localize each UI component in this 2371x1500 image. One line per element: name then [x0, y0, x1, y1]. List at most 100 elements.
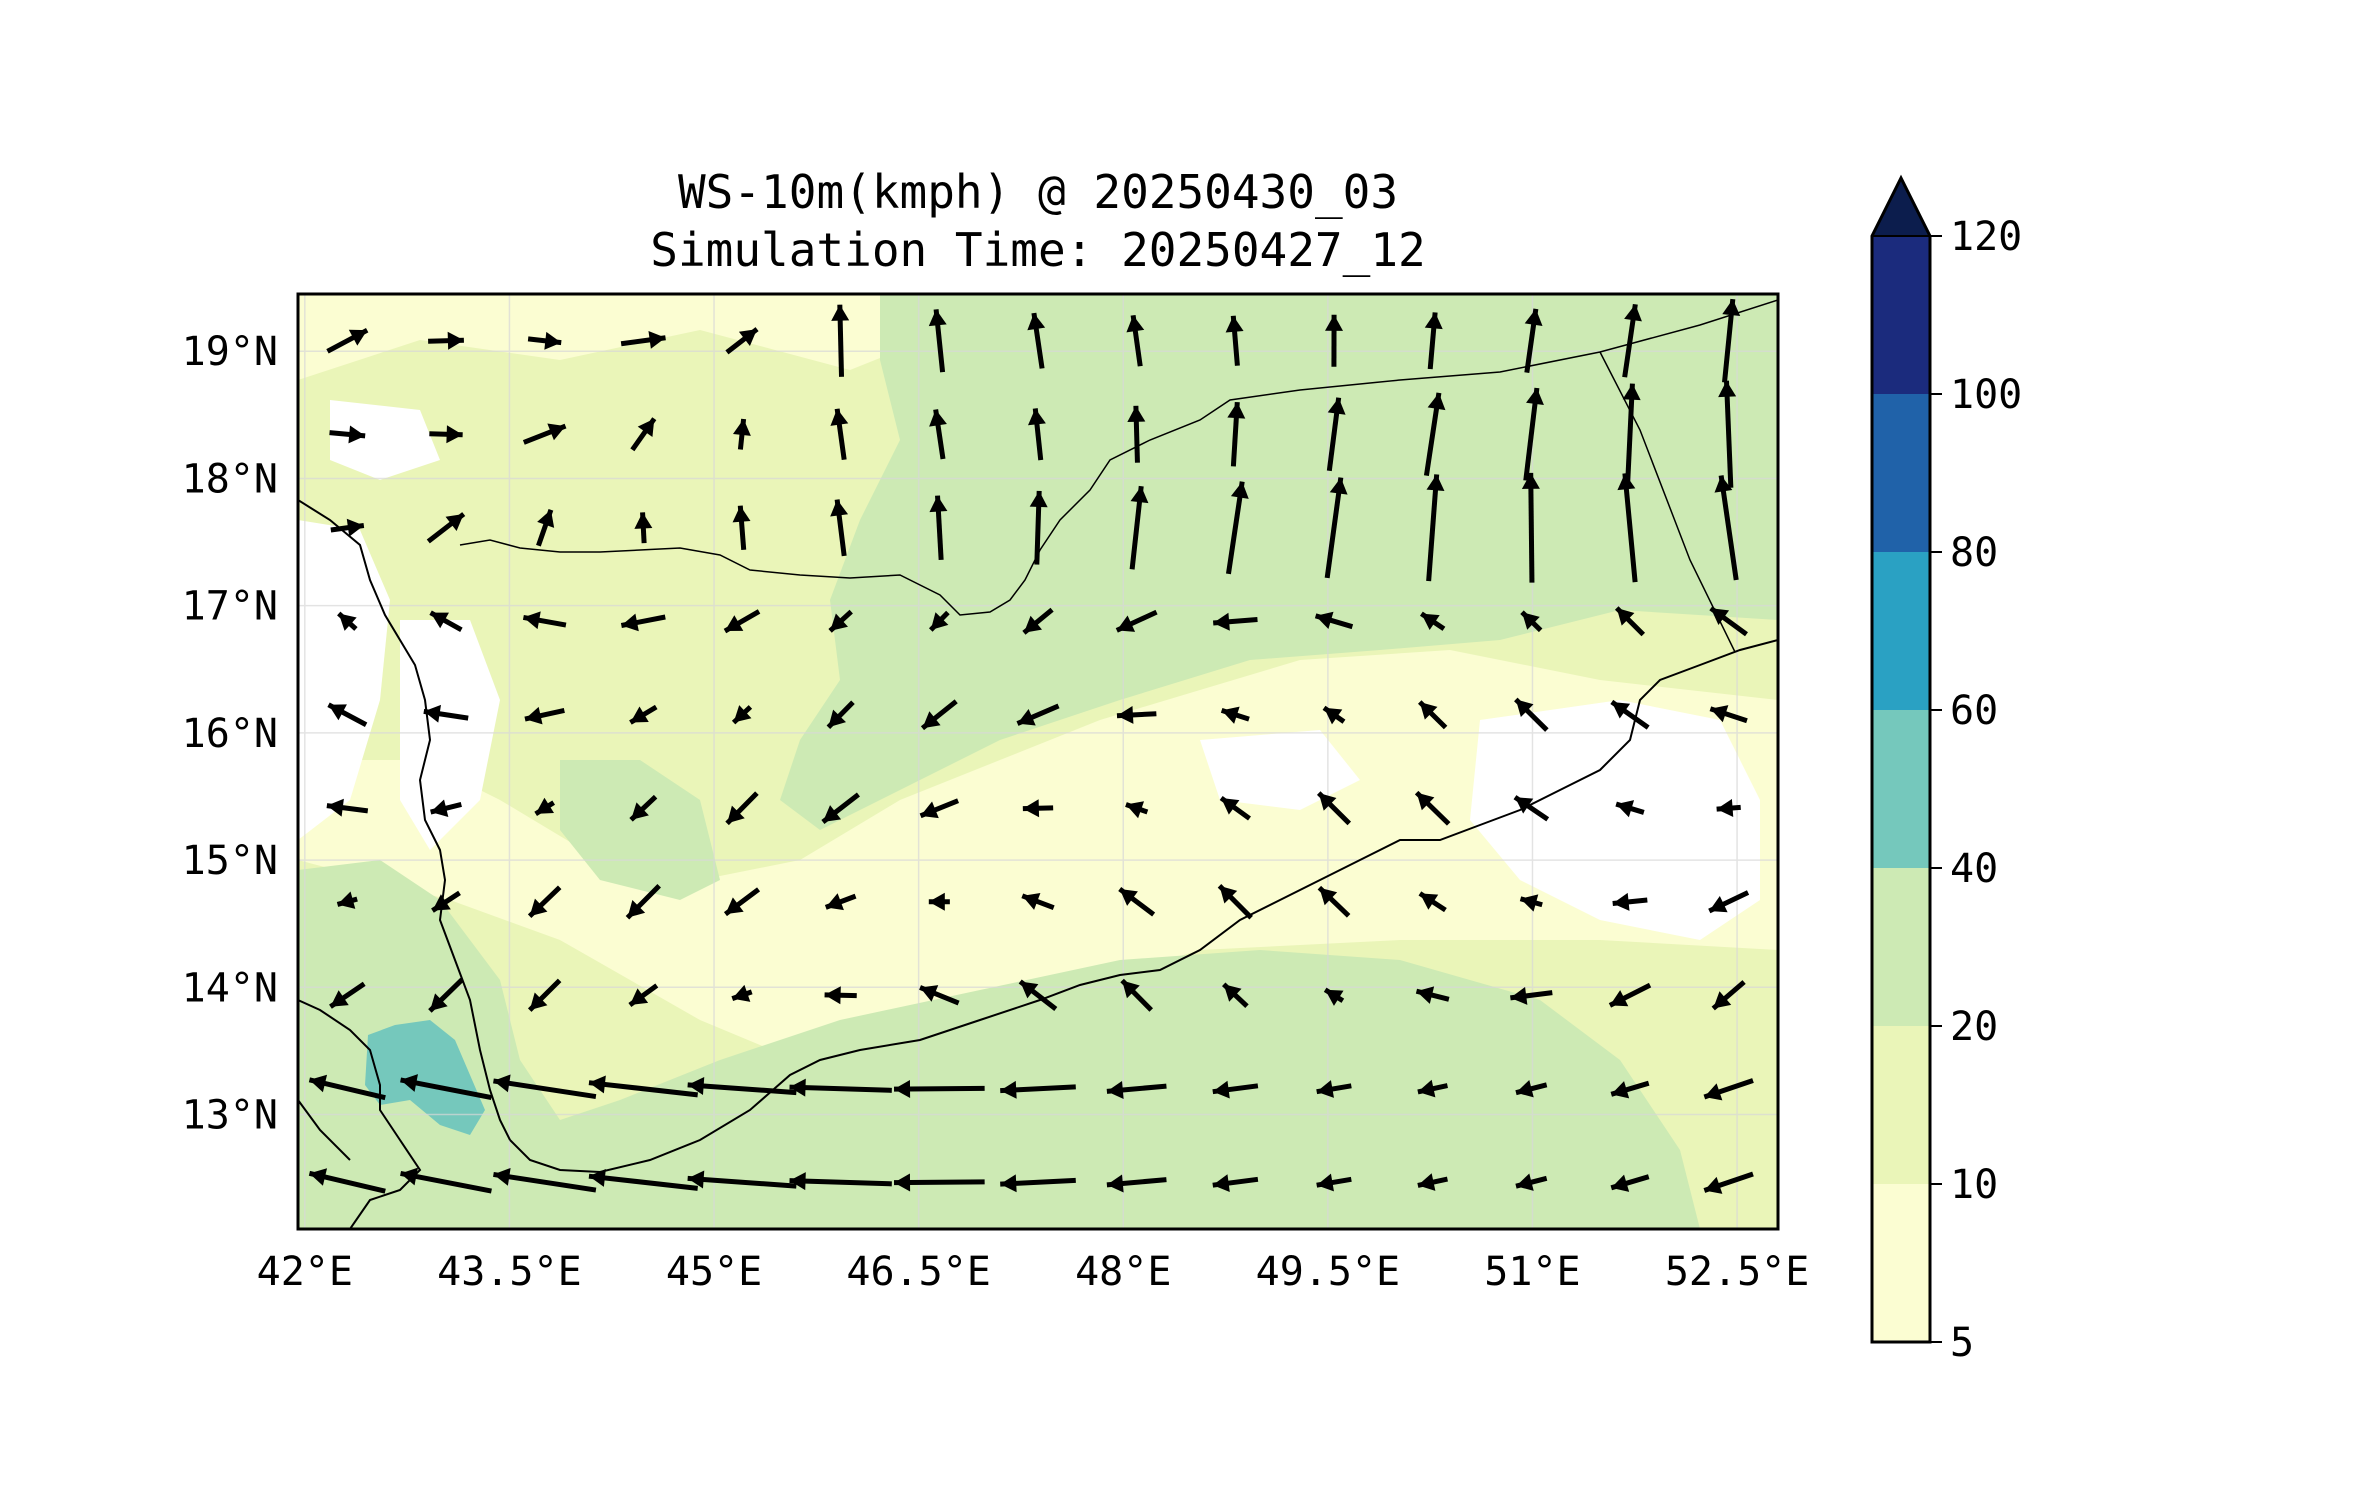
speed-band-40-60 [365, 1020, 485, 1135]
wind-arrow [929, 409, 947, 460]
wind-arrow [1220, 706, 1250, 724]
lon-tick-label: 45°E [666, 1249, 762, 1295]
colorbar-segment [1872, 236, 1930, 394]
wind-arrow [1000, 1174, 1076, 1193]
colorbar-segment [1872, 1184, 1930, 1342]
wind-arrow [1127, 405, 1146, 463]
wind-arrow [430, 799, 462, 817]
wind-arrow [1317, 885, 1351, 918]
lon-tick-label: 51°E [1484, 1249, 1580, 1295]
wind-arrow [308, 1074, 386, 1101]
wind-arrow [536, 508, 555, 547]
colorbar-outline [1870, 174, 1932, 1344]
wind-arrow [588, 1169, 698, 1191]
wind-arrow [1716, 798, 1741, 817]
wind-arrow [1106, 1174, 1167, 1193]
wind-arrow [1418, 891, 1447, 913]
colorbar-tick-label: 60 [1950, 688, 1998, 734]
wind-arrow [1709, 705, 1748, 724]
wind-arrow [1029, 490, 1048, 565]
wind-arrow [1703, 1171, 1754, 1194]
wind-arrow [725, 327, 759, 355]
plot-title-line2: Simulation Time: 20250427_12 [650, 223, 1425, 277]
wind-arrow [723, 887, 761, 917]
wind-arrow [1021, 893, 1055, 911]
wind-arrow [1221, 982, 1249, 1009]
border-yemen-oman [1599, 351, 1736, 653]
wind-arrow [534, 797, 555, 817]
wind-arrow [1612, 892, 1648, 911]
wind-arrow [1708, 890, 1750, 914]
map-gridlines [298, 294, 1778, 1229]
wind-arrow [429, 425, 463, 444]
colorbar-tick-label: 80 [1950, 530, 1998, 576]
wind-arrow [1115, 609, 1158, 633]
colorbar-segment [1872, 710, 1930, 868]
wind-arrow [493, 1074, 597, 1100]
wind-arrow [1126, 314, 1145, 367]
wind-arrow [687, 1077, 797, 1096]
wind-arrow [629, 794, 658, 822]
wind-arrow [326, 798, 369, 817]
wind-arrow [1622, 303, 1642, 378]
wind-arrow [634, 512, 653, 544]
coastline-gulf-of-aden-north [509, 639, 1778, 1174]
wind-arrow [1316, 1173, 1352, 1192]
colorbar-tick-label: 120 [1950, 214, 2022, 260]
colorbar-segment [1872, 1026, 1930, 1184]
wind-arrow [1120, 978, 1154, 1012]
wind-arrow [919, 798, 960, 819]
wind-arrow [428, 331, 464, 350]
lat-tick-label: 14°N [182, 965, 278, 1011]
wind-arrow [327, 702, 368, 727]
wind-arrow [1424, 312, 1443, 370]
wind-arrow [1426, 474, 1445, 582]
wind-arrow [1027, 408, 1046, 461]
wind-arrow [1417, 1079, 1448, 1098]
wind-arrow [628, 983, 659, 1008]
wind-arrow [920, 699, 958, 731]
wind-arrow [723, 609, 761, 634]
colorbar-tick-label: 100 [1950, 372, 2022, 418]
wind-arrow [1212, 612, 1258, 631]
plot-title-line1: WS-10m(kmph) @ 20250430_03 [678, 165, 1398, 219]
wind-arrow [620, 330, 666, 349]
coastline-red-sea-east [298, 499, 511, 1141]
country-borders [459, 299, 1778, 653]
wind-arrow [725, 791, 759, 826]
wind-arrow [527, 978, 562, 1012]
colorbar-extend-arrow [1870, 175, 1932, 237]
wind-arrow [522, 611, 567, 630]
wind-arrow [1322, 705, 1346, 725]
wind-arrow [928, 610, 950, 632]
wind-arrow [1714, 475, 1739, 581]
wind-arrow [1116, 705, 1157, 724]
wind-arrow [1521, 472, 1540, 583]
lon-tick-label: 49.5°E [1256, 1249, 1401, 1295]
wind-arrow [1326, 397, 1346, 472]
wind-arrow [1722, 298, 1741, 383]
lat-tick-label: 19°N [182, 329, 278, 375]
lat-tick-label: 18°N [182, 456, 278, 502]
wind-arrow [630, 417, 657, 452]
wind-arrow [830, 499, 849, 557]
wind-arrow [1316, 791, 1352, 826]
wind-arrow [1703, 1078, 1754, 1101]
wind-arrow [732, 505, 751, 550]
wind-arrow [625, 884, 661, 920]
colorbar-tick-label: 5 [1950, 1320, 1974, 1366]
wind-arrow [1415, 986, 1450, 1004]
wind-arrow [928, 892, 950, 911]
wind-arrow [894, 1173, 985, 1192]
wind-vectors [308, 298, 1754, 1194]
lon-tick-label: 43.5°E [437, 1249, 582, 1295]
wind-arrow [522, 423, 567, 445]
wind-arrow [1325, 314, 1344, 367]
wind-arrow [1610, 1080, 1650, 1099]
lat-tick-label: 17°N [182, 584, 278, 630]
wind-arrow [1709, 606, 1748, 637]
wind-arrow [828, 609, 853, 633]
speed-band-20-40 [298, 294, 1778, 1229]
wind-arrow [830, 408, 849, 461]
